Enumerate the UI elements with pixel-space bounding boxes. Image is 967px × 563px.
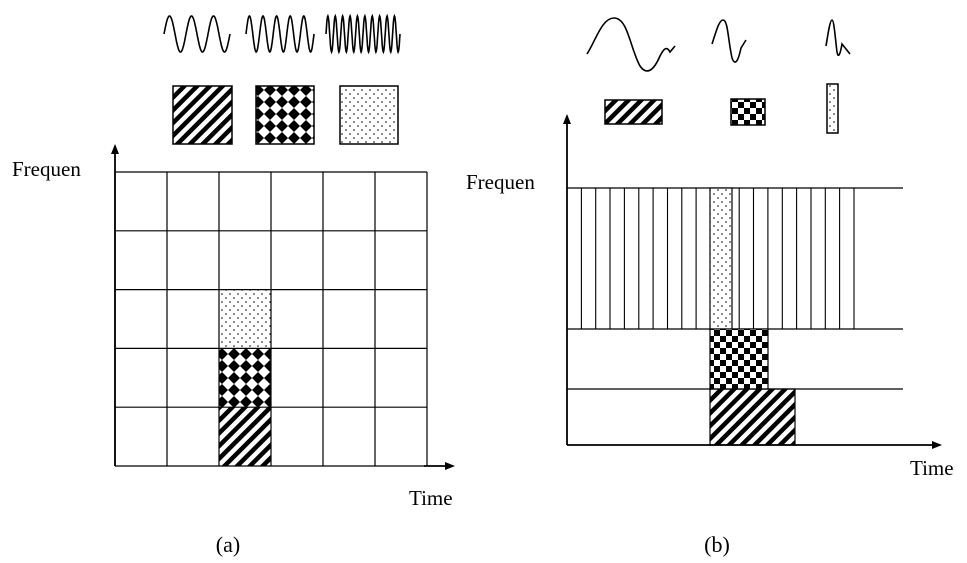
medium-wavelet-icon: [711, 19, 747, 63]
panel-a-grid: [114, 171, 428, 467]
wide-wavelet-icon: [586, 17, 676, 72]
grid-tile-dots: [219, 289, 271, 349]
legend-checker-swatch: [730, 98, 766, 126]
legend-dot-swatch: [339, 85, 399, 145]
legend-diagonal-swatch: [172, 85, 233, 145]
sine-wave-icon: [325, 13, 401, 55]
grid-tile-diagonal: [219, 407, 271, 466]
narrow-wavelet-icon: [825, 19, 851, 57]
tile-diagonal-wide: [709, 388, 796, 446]
tile-dots-narrow: [709, 187, 733, 330]
panel-b-legend: [604, 83, 839, 134]
panel-a-caption: (a): [216, 532, 240, 557]
panel-b-caption: (b): [704, 532, 730, 557]
panel-a: Frequen Time (a): [12, 13, 455, 557]
panel-a-x-axis-label: Time: [409, 486, 453, 510]
panel-b-tiling: [567, 187, 903, 446]
legend-wide-diagonal-swatch: [604, 99, 663, 125]
panel-a-y-axis-label: Frequen: [12, 157, 81, 181]
panel-b: Frequen Time (b): [466, 17, 954, 557]
sine-wave-icon: [245, 15, 315, 53]
tile-checker-medium: [709, 328, 769, 390]
legend-narrow-dot-swatch: [826, 83, 839, 134]
panel-a-legend: [172, 85, 399, 145]
grid-tile-diamonds: [219, 348, 271, 408]
sine-wave-icon: [163, 15, 231, 53]
panel-b-x-axis-label: Time: [910, 456, 954, 480]
legend-diamond-swatch: [255, 85, 315, 145]
panel-b-wave-icons: [586, 17, 851, 72]
panel-b-y-axis-label: Frequen: [466, 170, 535, 194]
panel-a-wave-icons: [163, 13, 401, 55]
